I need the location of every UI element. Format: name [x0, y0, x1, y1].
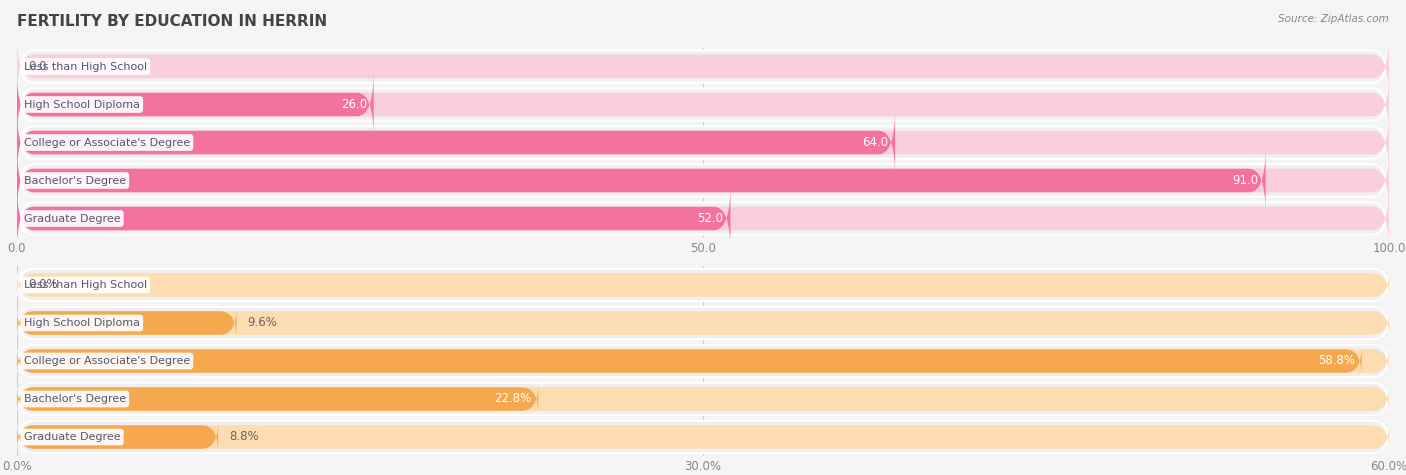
Text: College or Associate's Degree: College or Associate's Degree [24, 356, 190, 366]
FancyBboxPatch shape [17, 345, 1389, 377]
Text: 26.0: 26.0 [340, 98, 367, 111]
Text: Graduate Degree: Graduate Degree [24, 213, 121, 224]
FancyBboxPatch shape [17, 75, 1389, 134]
Text: 91.0: 91.0 [1233, 174, 1258, 187]
Text: Source: ZipAtlas.com: Source: ZipAtlas.com [1278, 14, 1389, 24]
FancyBboxPatch shape [17, 37, 1389, 96]
FancyBboxPatch shape [17, 383, 538, 415]
FancyBboxPatch shape [17, 307, 1389, 339]
FancyBboxPatch shape [17, 269, 1389, 301]
FancyBboxPatch shape [17, 269, 1389, 301]
Text: College or Associate's Degree: College or Associate's Degree [24, 137, 190, 148]
Text: 22.8%: 22.8% [495, 392, 531, 406]
Text: 64.0: 64.0 [862, 136, 889, 149]
FancyBboxPatch shape [17, 185, 731, 252]
Text: FERTILITY BY EDUCATION IN HERRIN: FERTILITY BY EDUCATION IN HERRIN [17, 14, 328, 29]
Text: Less than High School: Less than High School [24, 280, 146, 290]
FancyBboxPatch shape [17, 185, 1389, 252]
Text: 52.0: 52.0 [697, 212, 724, 225]
Text: 0.0%: 0.0% [28, 278, 58, 292]
Text: 58.8%: 58.8% [1317, 354, 1355, 368]
FancyBboxPatch shape [17, 307, 1389, 339]
Text: Less than High School: Less than High School [24, 61, 146, 72]
FancyBboxPatch shape [17, 345, 1389, 377]
FancyBboxPatch shape [17, 71, 1389, 138]
FancyBboxPatch shape [17, 421, 218, 453]
FancyBboxPatch shape [17, 147, 1389, 214]
FancyBboxPatch shape [17, 421, 1389, 453]
FancyBboxPatch shape [17, 345, 1361, 377]
FancyBboxPatch shape [17, 109, 896, 176]
Text: High School Diploma: High School Diploma [24, 318, 139, 328]
FancyBboxPatch shape [17, 147, 1265, 214]
FancyBboxPatch shape [17, 189, 1389, 248]
FancyBboxPatch shape [17, 113, 1389, 172]
FancyBboxPatch shape [17, 71, 374, 138]
Text: Bachelor's Degree: Bachelor's Degree [24, 394, 127, 404]
FancyBboxPatch shape [17, 383, 1389, 415]
Text: 9.6%: 9.6% [247, 316, 277, 330]
FancyBboxPatch shape [17, 33, 1389, 100]
FancyBboxPatch shape [17, 307, 236, 339]
FancyBboxPatch shape [17, 383, 1389, 415]
Text: Bachelor's Degree: Bachelor's Degree [24, 175, 127, 186]
Text: High School Diploma: High School Diploma [24, 99, 139, 110]
FancyBboxPatch shape [17, 151, 1389, 210]
FancyBboxPatch shape [17, 421, 1389, 453]
FancyBboxPatch shape [17, 109, 1389, 176]
Text: 8.8%: 8.8% [229, 430, 259, 444]
Text: Graduate Degree: Graduate Degree [24, 432, 121, 442]
Text: 0.0: 0.0 [28, 60, 46, 73]
